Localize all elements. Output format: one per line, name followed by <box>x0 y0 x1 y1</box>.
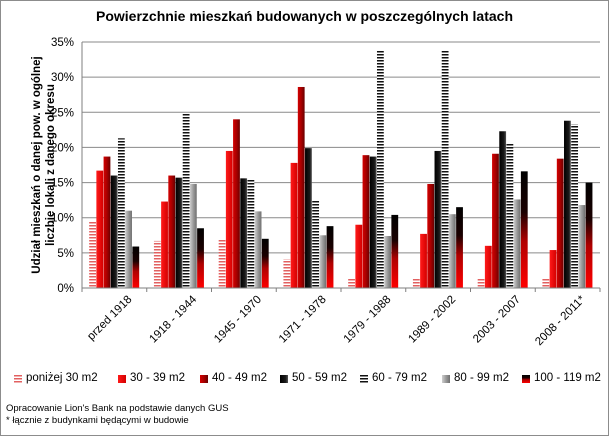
bar <box>153 240 161 288</box>
legend-swatch <box>14 375 22 383</box>
bar <box>247 179 255 288</box>
bar <box>233 119 240 288</box>
x-tick-label: 1945 - 1970 <box>212 294 264 346</box>
bars-layer <box>89 50 593 289</box>
bar <box>168 175 176 288</box>
bar <box>261 238 269 288</box>
x-tick-label: 2003 - 2007 <box>471 294 523 346</box>
bar <box>297 86 305 288</box>
bar <box>197 228 204 288</box>
bar <box>103 156 111 288</box>
bar <box>542 278 550 288</box>
x-tick-label: przed 1918 <box>85 294 134 343</box>
bar <box>218 238 226 288</box>
notes: Opracowanie Lion's Bank na podstawie dan… <box>6 403 229 427</box>
bar <box>484 245 492 288</box>
legend-label: 80 - 99 m2 <box>454 372 509 384</box>
x-tick-label: 1918 - 1944 <box>147 293 199 345</box>
bar <box>240 178 248 288</box>
x-tick-label: 1979 - 1988 <box>342 294 394 346</box>
bar <box>556 158 564 288</box>
legend-swatch <box>442 375 450 383</box>
bar <box>161 201 168 288</box>
legend: poniżej 30 m2 30 - 39 m2 40 - 49 m2 50 - 59… <box>14 372 604 388</box>
bar <box>117 138 125 288</box>
legend-swatch <box>360 375 368 383</box>
y-tick-label: 10% <box>51 213 74 225</box>
bar <box>89 221 96 288</box>
x-tick-label: 1989 - 2002 <box>406 294 458 346</box>
bar <box>225 150 233 288</box>
y-tick-label: 20% <box>51 142 74 154</box>
legend-swatch <box>118 375 126 383</box>
bar <box>456 207 463 288</box>
legend-label: 100 - 119 m2 <box>534 372 601 384</box>
y-tick-label: 5% <box>57 248 74 260</box>
chart-title: Powierzchnie mieszkań budowanych w poszc… <box>96 8 513 24</box>
y-tick-label: 35% <box>51 37 74 49</box>
bar <box>283 259 291 288</box>
bar <box>448 214 456 288</box>
bar <box>175 177 183 288</box>
legend-label: 50 - 59 m2 <box>292 372 347 384</box>
bar <box>376 50 384 289</box>
x-tick-label: 2008 - 2011* <box>533 293 588 348</box>
bar <box>369 156 377 288</box>
bar <box>189 183 197 288</box>
bar <box>182 112 190 289</box>
bar <box>506 143 514 288</box>
bar <box>513 199 521 288</box>
legend-swatch <box>200 375 208 383</box>
legend-swatch <box>522 375 530 383</box>
bar <box>326 226 334 288</box>
bar <box>477 278 485 288</box>
source-note: Opracowanie Lion's Bank na podstawie dan… <box>6 403 229 414</box>
y-tick-label: 15% <box>51 178 74 190</box>
bar <box>319 235 327 288</box>
bar <box>412 278 420 288</box>
bar <box>427 183 435 288</box>
legend-label: 60 - 79 m2 <box>372 372 427 384</box>
bar <box>492 153 499 288</box>
footnote: * łącznie z budynkami będącymi w budowie <box>6 415 189 426</box>
bar <box>578 205 586 288</box>
bar <box>564 120 571 288</box>
legend-label: 30 - 39 m2 <box>130 372 185 384</box>
bar <box>441 50 449 289</box>
legend-swatch <box>280 375 288 383</box>
bar <box>384 235 391 288</box>
bar <box>520 171 528 288</box>
bar <box>420 233 427 288</box>
grid-layer <box>82 41 600 289</box>
bar <box>290 162 298 288</box>
bar <box>132 246 140 288</box>
x-tick-label: 1971 - 1978 <box>277 294 329 346</box>
axis-layer: 0% 5% 10% 15% 20% 25% 30% 35% przed 1918 1918 - 1… <box>51 37 601 348</box>
bar <box>254 211 262 288</box>
bar <box>499 131 507 288</box>
bar <box>355 224 363 288</box>
bar <box>96 170 104 288</box>
bar <box>434 150 442 288</box>
legend-label: poniżej 30 m2 <box>26 372 98 384</box>
y-tick-label: 25% <box>51 107 74 119</box>
bar <box>549 250 557 288</box>
bar <box>348 278 355 288</box>
bar <box>312 200 320 288</box>
bar <box>585 182 593 288</box>
y-tick-label: 0% <box>57 283 74 295</box>
bar <box>305 148 312 288</box>
bar <box>125 210 132 288</box>
bar <box>391 214 399 288</box>
bar <box>110 175 118 288</box>
bar <box>362 155 370 288</box>
y-tick-label: 30% <box>51 72 74 84</box>
legend-label: 40 - 49 m2 <box>212 372 267 384</box>
bar <box>571 124 579 288</box>
